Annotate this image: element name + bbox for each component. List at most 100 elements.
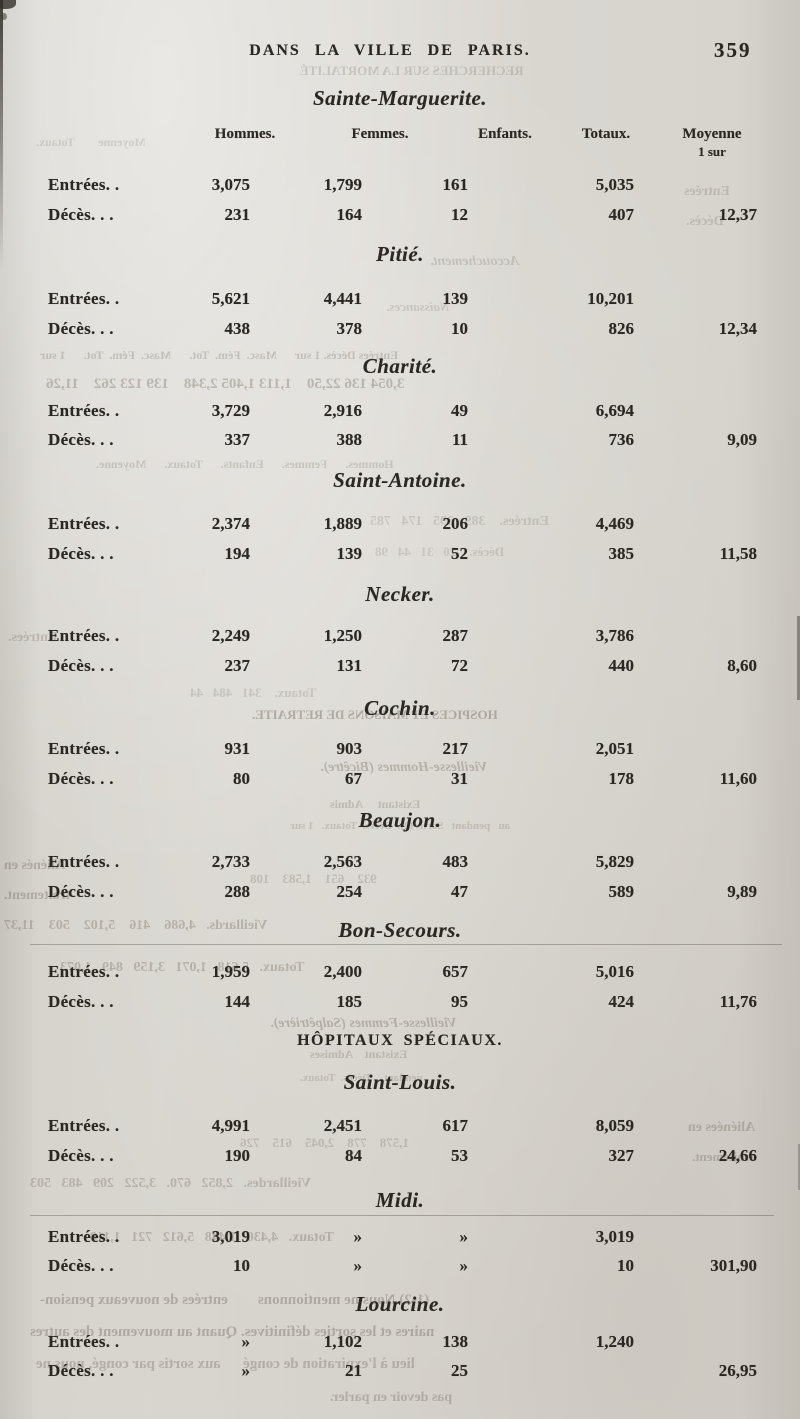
- cell-moyenne: [634, 1327, 757, 1357]
- cell-femmes: 4,441: [323, 289, 362, 308]
- row-label: Décès. . .: [48, 1361, 114, 1380]
- cell-femmes: 185: [336, 992, 363, 1011]
- cell-enfants: 49: [451, 401, 468, 420]
- cell-totaux: 8,059: [595, 1116, 634, 1135]
- row-label: Décès. . .: [48, 656, 114, 675]
- row-label: Entrées. .: [48, 962, 120, 981]
- cell-moyenne: 26,95: [718, 1361, 757, 1380]
- cell-totaux: 5,035: [595, 175, 634, 194]
- cell-moyenne: 9,89: [727, 882, 757, 901]
- cell-hommes: 3,075: [211, 175, 250, 194]
- cell-enfants: »: [459, 1227, 469, 1246]
- table-row: Décès. . . 194 139 52 385 11,58: [0, 539, 800, 569]
- cell-hommes: »: [241, 1332, 251, 1351]
- cell-enfants: 53: [451, 1146, 468, 1165]
- divider-rule: [30, 1215, 774, 1216]
- cell-femmes: 2,451: [323, 1116, 362, 1135]
- row-label: Entrées. .: [48, 514, 120, 533]
- cell-totaux: 3,786: [595, 626, 634, 645]
- cell-enfants: 25: [451, 1361, 468, 1380]
- hospital-title: Midi.: [375, 1188, 425, 1212]
- cell-moyenne: [634, 957, 757, 987]
- cell-femmes: 388: [336, 430, 363, 449]
- cell-femmes: 2,916: [323, 401, 362, 420]
- row-label: Décès. . .: [48, 1256, 114, 1275]
- row-label: Décès. . .: [48, 882, 114, 901]
- cell-hommes: 2,374: [211, 514, 250, 533]
- scan-artifact: [0, 0, 3, 270]
- cell-femmes: 131: [336, 656, 363, 675]
- cell-enfants: 47: [451, 882, 468, 901]
- running-header: DANS LA VILLE DE PARIS.: [249, 42, 531, 59]
- column-header-moyenne-line2: 1 sur: [698, 144, 726, 159]
- row-label: Entrées. .: [48, 852, 120, 871]
- cell-moyenne: [634, 621, 757, 651]
- cell-moyenne: [634, 847, 757, 877]
- cell-enfants: 52: [451, 544, 468, 563]
- cell-femmes: 164: [336, 205, 363, 224]
- cell-moyenne: 301,90: [710, 1256, 757, 1275]
- cell-totaux: 407: [608, 205, 635, 224]
- cell-femmes: 903: [336, 739, 363, 758]
- cell-enfants: 72: [451, 656, 468, 675]
- cell-moyenne: 8,60: [727, 656, 757, 675]
- table-row: Entrées. . 3,075 1,799 161 5,035: [0, 170, 800, 200]
- cell-totaux: 3,019: [595, 1227, 634, 1246]
- table-row: Entrées. . » 1,102 138 1,240: [0, 1327, 800, 1357]
- scan-artifact: [797, 616, 800, 700]
- cell-enfants: 206: [442, 514, 469, 533]
- cell-moyenne: [634, 509, 757, 539]
- column-header-totaux: Totaux.: [581, 126, 631, 142]
- cell-totaux: 5,016: [595, 962, 634, 981]
- table-row: Entrées. . 5,621 4,441 139 10,201: [0, 284, 800, 314]
- scan-artifact: [1, 13, 7, 20]
- hospital-title: Sainte-Marguerite.: [312, 86, 488, 110]
- cell-enfants: 11: [451, 430, 468, 449]
- cell-totaux: 4,469: [595, 514, 634, 533]
- table-row: Décès. . . 144 185 95 424 11,76: [0, 987, 800, 1017]
- cell-moyenne: [634, 396, 757, 426]
- hospital-title: Saint-Louis.: [343, 1070, 457, 1094]
- cell-hommes: 337: [224, 430, 251, 449]
- cell-femmes: 21: [345, 1361, 362, 1380]
- cell-hommes: »: [241, 1361, 251, 1380]
- column-header-hommes: Hommes.: [214, 126, 276, 142]
- table-row: Entrées. . 2,249 1,250 287 3,786: [0, 621, 800, 651]
- row-label: Entrées. .: [48, 289, 120, 308]
- cell-femmes: 1,799: [323, 175, 362, 194]
- row-label: Décès. . .: [48, 205, 114, 224]
- cell-enfants: 138: [442, 1332, 469, 1351]
- cell-femmes: 2,400: [323, 962, 362, 981]
- cell-totaux: 2,051: [595, 739, 634, 758]
- cell-femmes: 1,250: [323, 626, 362, 645]
- cell-hommes: 3,019: [211, 1227, 250, 1246]
- cell-totaux: 424: [608, 992, 635, 1011]
- bleedthrough-text: RECHERCHES SUR LA MORTALITÉ: [300, 63, 524, 78]
- cell-hommes: 190: [224, 1146, 251, 1165]
- table-row: Entrées. . 2,733 2,563 483 5,829: [0, 847, 800, 877]
- cell-hommes: 3,729: [211, 401, 250, 420]
- cell-moyenne: 12,34: [718, 319, 757, 338]
- cell-femmes: 2,563: [323, 852, 362, 871]
- cell-moyenne: [634, 1222, 757, 1252]
- cell-hommes: 2,733: [211, 852, 250, 871]
- cell-hommes: 4,991: [211, 1116, 250, 1135]
- table-row: Entrées. . 3,019 » » 3,019: [0, 1222, 800, 1252]
- row-label: Entrées. .: [48, 175, 120, 194]
- cell-totaux: 440: [608, 656, 635, 675]
- row-label: Décès. . .: [48, 430, 114, 449]
- cell-femmes: 139: [336, 544, 363, 563]
- cell-hommes: 10: [233, 1256, 250, 1275]
- cell-moyenne: 24,66: [718, 1146, 757, 1165]
- column-header-moyenne: Moyenne 1 sur: [662, 126, 762, 160]
- row-label: Décès. . .: [48, 319, 114, 338]
- cell-enfants: 31: [451, 769, 468, 788]
- hospital-title: Cochin.: [364, 696, 436, 720]
- row-label: Entrées. .: [48, 739, 120, 758]
- cell-totaux: 5,829: [595, 852, 634, 871]
- cell-hommes: 80: [233, 769, 250, 788]
- column-header-enfants: Enfants.: [478, 126, 532, 142]
- cell-moyenne: [634, 734, 757, 764]
- cell-totaux: 1,240: [595, 1332, 634, 1351]
